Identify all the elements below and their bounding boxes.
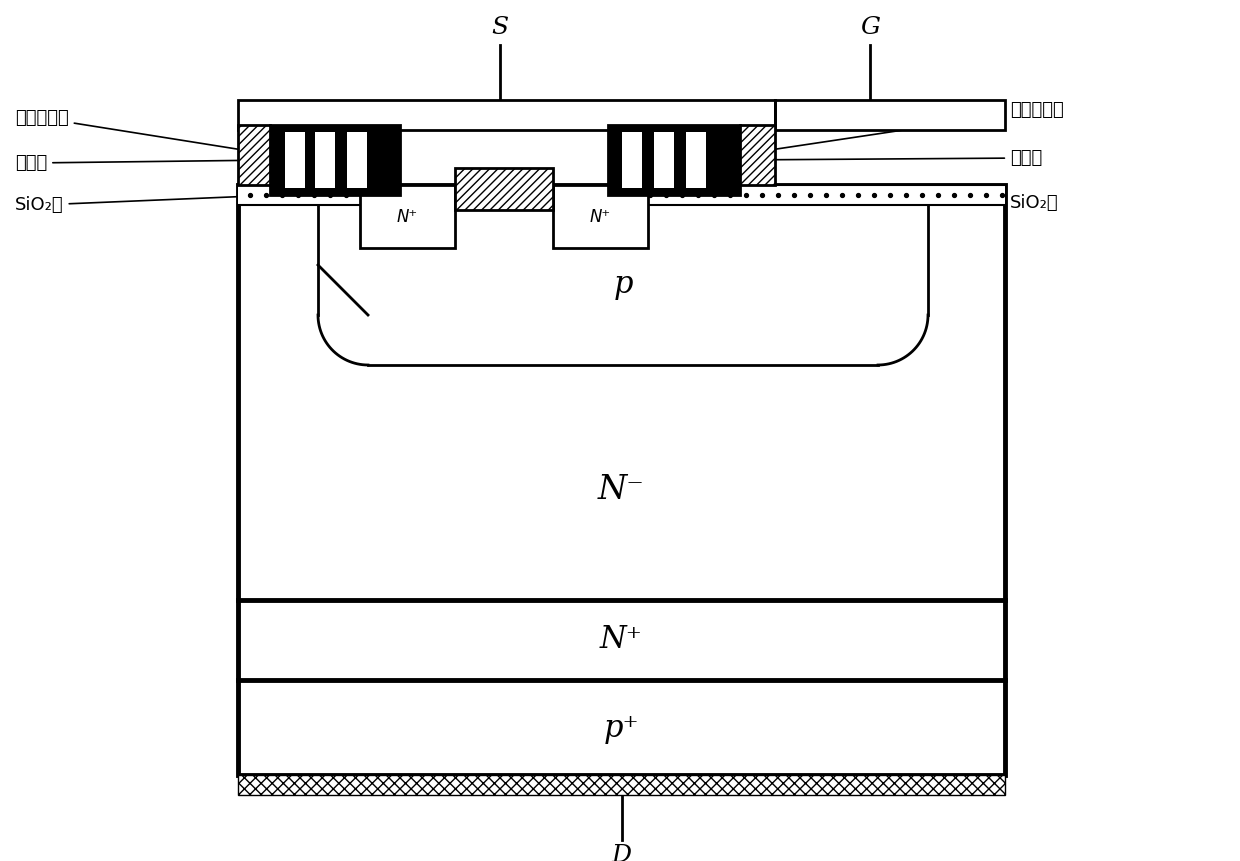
Text: SiO₂层: SiO₂层 [15, 195, 275, 214]
Bar [553, 185, 649, 248]
Text: S: S [491, 16, 508, 40]
Text: p: p [614, 269, 632, 300]
Text: 光控层: 光控层 [15, 154, 273, 172]
Bar [285, 132, 305, 188]
Bar [315, 132, 335, 188]
Bar [455, 168, 553, 210]
Bar [740, 125, 775, 185]
Text: p⁺: p⁺ [604, 713, 640, 744]
Text: 金属致密层: 金属致密层 [15, 109, 241, 150]
Text: D: D [611, 844, 631, 861]
Text: N⁻: N⁻ [598, 474, 645, 506]
Bar [360, 185, 455, 248]
Text: G: G [861, 16, 880, 40]
Bar [270, 125, 401, 195]
Bar [686, 132, 706, 188]
Text: SiO₂层: SiO₂层 [967, 194, 1059, 212]
Text: N⁺: N⁺ [600, 624, 642, 655]
Bar [775, 100, 1004, 130]
Text: N⁺: N⁺ [590, 208, 611, 226]
Text: 金属致密层: 金属致密层 [773, 101, 1064, 150]
Text: N⁺: N⁺ [397, 208, 418, 226]
Bar [238, 100, 775, 130]
Bar [238, 185, 1004, 775]
Bar [238, 775, 1004, 795]
Bar [238, 185, 1004, 205]
Text: 光控层: 光控层 [738, 149, 1043, 167]
Bar [653, 132, 675, 188]
Bar [347, 132, 367, 188]
Bar [608, 125, 740, 195]
Bar [622, 132, 642, 188]
Bar [238, 125, 270, 185]
